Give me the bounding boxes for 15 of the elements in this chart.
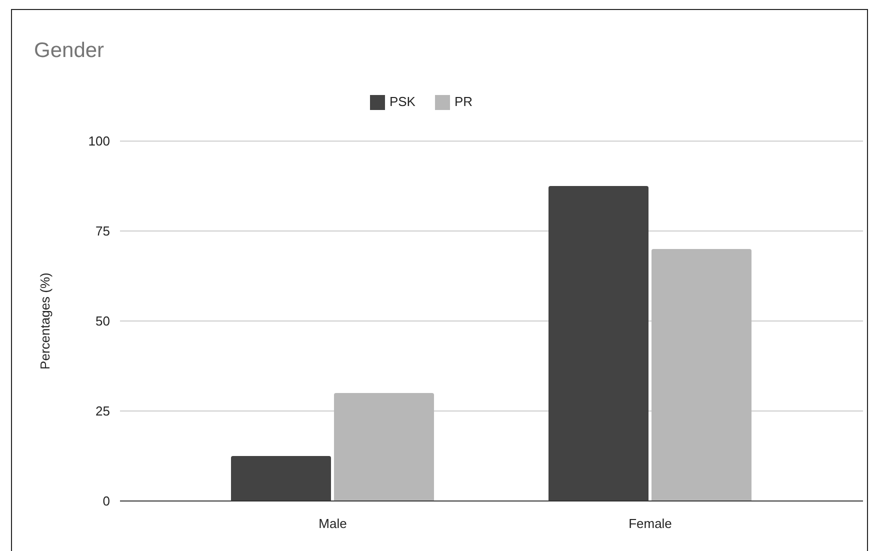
x-tick-label: Male (318, 516, 347, 532)
y-tick-label: 0 (102, 494, 110, 509)
legend-label: PR (454, 94, 473, 109)
y-tick-label: 75 (96, 224, 110, 239)
y-tick-label: 50 (96, 314, 110, 329)
y-tick-label: 100 (88, 134, 110, 149)
bar (652, 249, 752, 501)
y-tick-label: 25 (96, 404, 110, 419)
bar (231, 456, 331, 501)
chart-title: Gender (34, 39, 104, 63)
bar (334, 393, 434, 501)
x-tick-label: Female (628, 516, 672, 532)
bar (548, 186, 648, 501)
legend-label: PSK (389, 94, 416, 109)
y-axis-title: Percentages (%) (38, 272, 53, 370)
